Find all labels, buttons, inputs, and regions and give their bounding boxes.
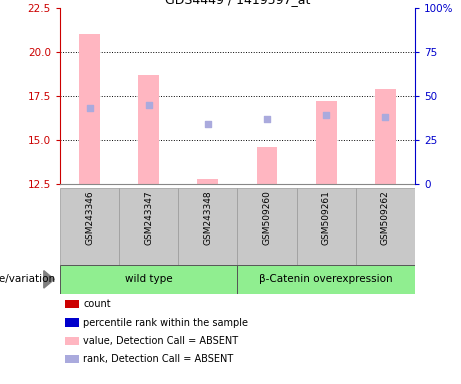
Bar bbox=[356, 188, 415, 265]
Text: β-Catenin overexpression: β-Catenin overexpression bbox=[260, 274, 393, 285]
Point bbox=[322, 113, 330, 119]
Bar bbox=[138, 75, 159, 184]
Text: GSM509262: GSM509262 bbox=[381, 190, 390, 245]
Point bbox=[86, 105, 93, 111]
Text: GSM509261: GSM509261 bbox=[322, 190, 331, 245]
Text: GSM243347: GSM243347 bbox=[144, 190, 153, 245]
Bar bbox=[65, 318, 79, 326]
Text: value, Detection Call = ABSENT: value, Detection Call = ABSENT bbox=[83, 336, 238, 346]
Bar bbox=[65, 300, 79, 308]
Point bbox=[204, 121, 212, 127]
Bar bbox=[60, 265, 237, 294]
Bar bbox=[65, 355, 79, 363]
Text: percentile rank within the sample: percentile rank within the sample bbox=[83, 318, 248, 328]
Text: wild type: wild type bbox=[125, 274, 172, 285]
Text: rank, Detection Call = ABSENT: rank, Detection Call = ABSENT bbox=[83, 354, 233, 364]
Point bbox=[263, 116, 271, 122]
Text: GSM243348: GSM243348 bbox=[203, 190, 213, 245]
Bar bbox=[178, 188, 237, 265]
Point bbox=[382, 114, 389, 120]
Bar bbox=[375, 89, 396, 184]
Title: GDS4449 / 1419597_at: GDS4449 / 1419597_at bbox=[165, 0, 310, 7]
Text: count: count bbox=[83, 299, 111, 309]
Bar bbox=[257, 147, 278, 184]
Bar bbox=[197, 179, 218, 184]
Text: GSM243346: GSM243346 bbox=[85, 190, 94, 245]
Bar bbox=[316, 101, 337, 184]
Bar bbox=[237, 265, 415, 294]
Bar bbox=[119, 188, 178, 265]
Bar bbox=[65, 337, 79, 345]
Bar bbox=[296, 188, 356, 265]
Text: genotype/variation: genotype/variation bbox=[0, 274, 55, 285]
Point bbox=[145, 102, 152, 108]
Text: GSM509260: GSM509260 bbox=[262, 190, 272, 245]
Bar bbox=[60, 188, 119, 265]
Bar bbox=[79, 34, 100, 184]
Bar bbox=[237, 188, 296, 265]
Polygon shape bbox=[44, 271, 54, 288]
